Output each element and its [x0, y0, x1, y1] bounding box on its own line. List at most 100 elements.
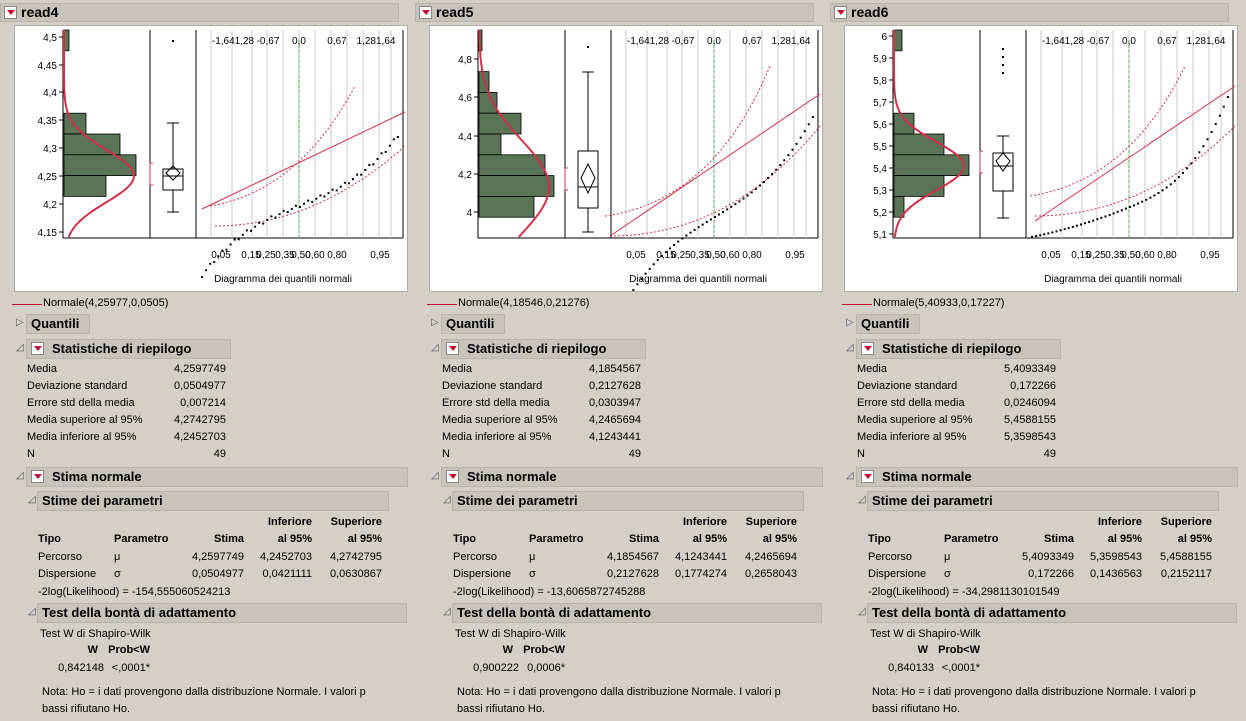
param-cell: μ: [114, 551, 121, 563]
section-normal-fit[interactable]: Stima normale: [856, 467, 1238, 487]
histogram-bar: [478, 92, 498, 114]
red-triangle-menu-icon[interactable]: [4, 6, 17, 19]
disclosure-open-icon[interactable]: ◿: [858, 606, 866, 617]
bottom-tick-label: 0,15: [241, 250, 261, 261]
w-value: 0,840133: [888, 662, 934, 674]
top-tick-label: -0,67: [672, 36, 695, 47]
section-params-label: Stime dei parametri: [457, 493, 578, 508]
section-normal-fit[interactable]: Stima normale: [26, 467, 408, 487]
section-params[interactable]: Stime dei parametri: [452, 491, 804, 511]
quantile-point: [323, 195, 326, 198]
red-triangle-menu-icon[interactable]: [419, 6, 432, 19]
quantile-point: [1169, 183, 1172, 186]
bottom-tick-label: 0,95: [1200, 250, 1220, 261]
section-summary[interactable]: Statistiche di riepilogo: [441, 339, 646, 359]
top-tick-label: 0,67: [327, 36, 347, 47]
quantile-point: [1055, 230, 1058, 233]
disclosure-open-icon[interactable]: ◿: [858, 494, 866, 505]
histogram-bar: [478, 154, 546, 177]
y-tick-label: 4,5: [43, 33, 57, 44]
summary-value: 4,1243441: [589, 431, 641, 443]
quantile-point: [356, 173, 359, 176]
quantile-point: [714, 216, 716, 218]
quantile-point: [1075, 224, 1078, 227]
histogram-bar: [893, 195, 905, 218]
legend-line-icon: [842, 304, 872, 305]
section-normal-fit[interactable]: Stima normale: [441, 467, 823, 487]
bottom-tick-label: 0,35: [1105, 250, 1125, 261]
section-quantili[interactable]: Quantili: [441, 314, 505, 334]
legend-label: Normale(4,18546,0,21276): [458, 297, 590, 309]
red-triangle-menu-icon[interactable]: [31, 342, 44, 355]
section-params[interactable]: Stime dei parametri: [37, 491, 389, 511]
quantile-point: [1145, 198, 1148, 201]
section-gof[interactable]: Test della bontà di adattamento: [37, 603, 407, 623]
section-quantili-label: Quantili: [446, 316, 495, 331]
red-triangle-menu-icon[interactable]: [446, 342, 459, 355]
disclosure-open-icon[interactable]: ◿: [846, 470, 854, 481]
quantile-point: [811, 116, 814, 118]
quantile-point: [1035, 235, 1038, 238]
quantile-point: [241, 233, 244, 236]
confidence-band-lower: [214, 145, 406, 227]
top-tick-label: 0,0: [707, 36, 721, 47]
disclosure-open-icon[interactable]: ◿: [431, 470, 439, 481]
quantile-point: [270, 215, 273, 218]
disclosure-closed-icon[interactable]: ▷: [16, 317, 24, 328]
note-text: Nota: Ho = i dati provengono dalla distr…: [457, 686, 781, 698]
quantile-point: [791, 148, 794, 151]
section-gof-label: Test della bontà di adattamento: [872, 605, 1067, 620]
legend-label: Normale(4,25977,0,0505): [43, 297, 169, 309]
disclosure-open-icon[interactable]: ◿: [28, 606, 36, 617]
section-gof[interactable]: Test della bontà di adattamento: [867, 603, 1237, 623]
quantile-point: [258, 221, 261, 224]
panel-header[interactable]: read5: [415, 3, 814, 22]
disclosure-open-icon[interactable]: ◿: [16, 342, 24, 353]
disclosure-open-icon[interactable]: ◿: [16, 470, 24, 481]
quantile-point: [632, 289, 635, 291]
section-quantili[interactable]: Quantili: [856, 314, 920, 334]
disclosure-open-icon[interactable]: ◿: [846, 342, 854, 353]
red-triangle-menu-icon[interactable]: [834, 6, 847, 19]
quantile-point: [262, 222, 265, 225]
col-head: W: [917, 644, 928, 656]
red-triangle-menu-icon[interactable]: [861, 342, 874, 355]
disclosure-open-icon[interactable]: ◿: [443, 494, 451, 505]
param-cell: 0,0421111: [262, 568, 312, 580]
quantile-point: [331, 188, 334, 191]
param-cell: 0,2152117: [1160, 568, 1212, 580]
section-summary[interactable]: Statistiche di riepilogo: [26, 339, 231, 359]
disclosure-open-icon[interactable]: ◿: [28, 494, 36, 505]
quantile-point: [722, 211, 725, 213]
legend-line-icon: [427, 304, 457, 305]
summary-label: Media: [442, 363, 472, 375]
bottom-tick-label: 0,50: [706, 250, 726, 261]
panel-header[interactable]: read4: [0, 3, 399, 22]
panel-header[interactable]: read6: [830, 3, 1229, 22]
summary-label: Deviazione standard: [442, 380, 543, 392]
quantile-point: [237, 238, 240, 241]
quantile-point: [1129, 206, 1131, 208]
section-gof[interactable]: Test della bontà di adattamento: [452, 603, 822, 623]
quantile-point: [319, 194, 322, 197]
red-triangle-menu-icon[interactable]: [446, 470, 459, 483]
histogram-bar: [893, 29, 903, 52]
summary-label: Errore std della media: [857, 397, 965, 409]
col-head: al 95%: [762, 533, 797, 545]
disclosure-open-icon[interactable]: ◿: [443, 606, 451, 617]
quantile-point: [229, 243, 232, 246]
section-quantili[interactable]: Quantili: [26, 314, 90, 334]
quantile-point: [339, 185, 342, 188]
red-triangle-menu-icon[interactable]: [31, 470, 44, 483]
outlier-point: [1002, 64, 1004, 66]
section-summary[interactable]: Statistiche di riepilogo: [856, 339, 1061, 359]
quantile-point: [282, 209, 285, 212]
top-tick-label: 1,281,64: [772, 36, 811, 47]
outlier-point: [1002, 72, 1004, 74]
disclosure-closed-icon[interactable]: ▷: [431, 317, 439, 328]
red-triangle-menu-icon[interactable]: [861, 470, 874, 483]
disclosure-closed-icon[interactable]: ▷: [846, 317, 854, 328]
section-params[interactable]: Stime dei parametri: [867, 491, 1219, 511]
disclosure-open-icon[interactable]: ◿: [431, 342, 439, 353]
param-cell: 5,3598543: [1090, 551, 1142, 563]
